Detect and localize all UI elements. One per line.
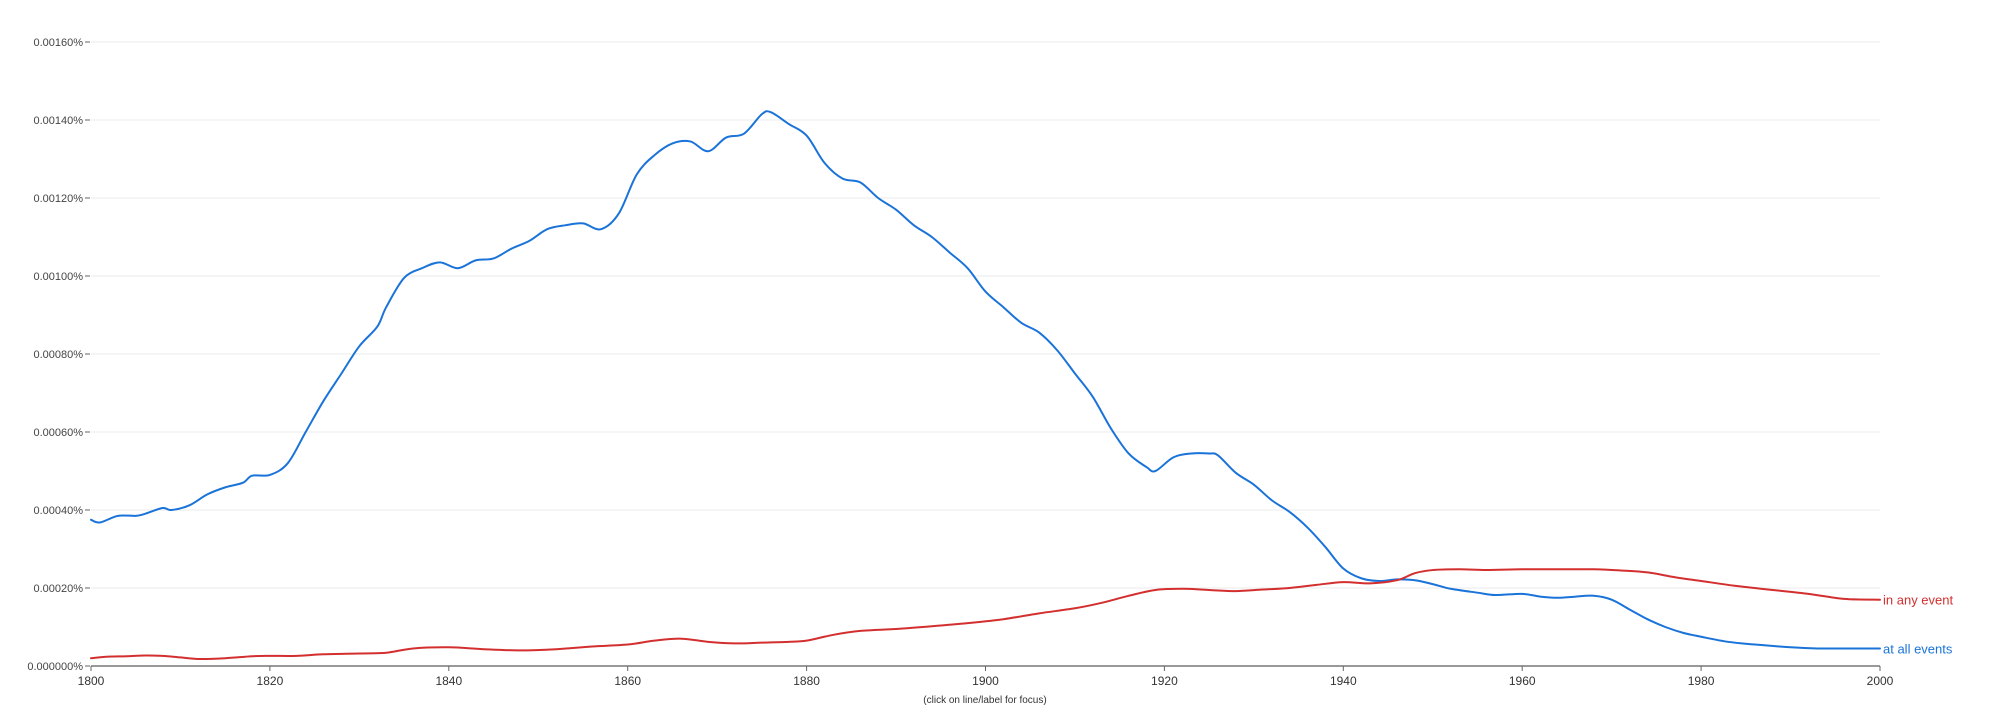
y-tick-label: 0.000000%: [27, 661, 83, 673]
y-tick-label: 0.00040%: [33, 505, 83, 517]
y-tick-label: 0.00120%: [33, 193, 83, 205]
x-tick-label: 1860: [614, 674, 641, 688]
focus-hint: (click on line/label for focus): [923, 695, 1046, 706]
x-tick-label: 1880: [793, 674, 820, 688]
series-label-at-all-events[interactable]: at all events: [1883, 641, 1953, 656]
x-tick-label: 1820: [257, 674, 284, 688]
x-tick-label: 2000: [1867, 674, 1894, 688]
x-tick-label: 1900: [972, 674, 999, 688]
y-tick-label: 0.00020%: [33, 583, 83, 595]
y-tick-label: 0.00060%: [33, 427, 83, 439]
x-axis-ticks: 1800 1820 1840 1860 1880 1900 1920 1940 1960 1980…: [78, 666, 1894, 688]
series-lines: [90, 110, 1881, 661]
x-tick-label: 1980: [1688, 674, 1715, 688]
x-tick-label: 1940: [1330, 674, 1357, 688]
series-label-in-any-event[interactable]: in any event: [1883, 593, 1953, 608]
y-tick-label: 0.00100%: [33, 271, 83, 283]
x-tick-label: 1920: [1151, 674, 1178, 688]
series-labels: at all events in any event: [1883, 593, 1953, 657]
y-tick-label: 0.00080%: [33, 349, 83, 361]
y-tick-label: 0.00160%: [33, 37, 83, 49]
x-tick-label: 1840: [435, 674, 462, 688]
series-line-at-all-events[interactable]: [90, 110, 1881, 650]
grid-lines: [91, 41, 1880, 589]
y-axis-ticks: 0.000000% 0.00020% 0.00040% 0.00060% 0.00080…: [27, 37, 90, 673]
x-tick-label: 1800: [78, 674, 105, 688]
x-tick-label: 1960: [1509, 674, 1536, 688]
series-line-in-any-event[interactable]: [90, 568, 1881, 661]
y-tick-label: 0.00140%: [33, 115, 83, 127]
